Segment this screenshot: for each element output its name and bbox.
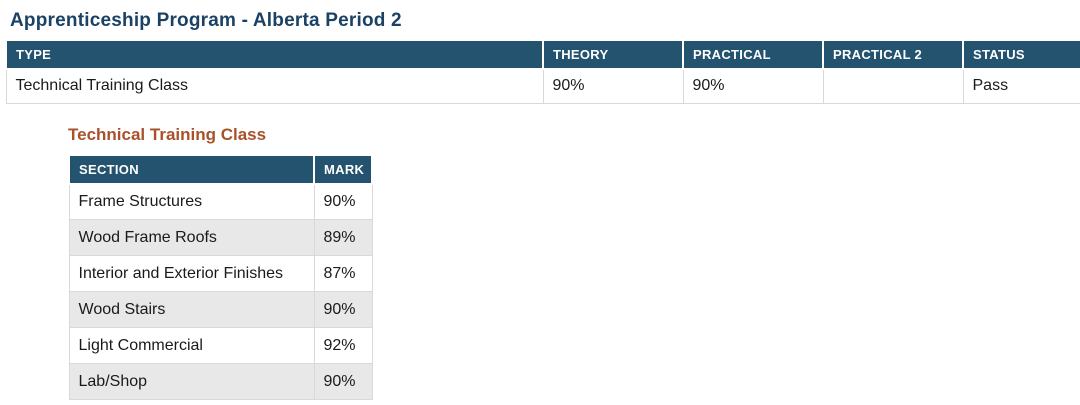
- table-row: Lab/Shop 90%: [68, 363, 373, 400]
- detail-cell-mark: 90%: [313, 363, 373, 400]
- summary-cell-status: Pass: [962, 68, 1080, 104]
- detail-col-section: SECTION: [68, 153, 315, 185]
- summary-cell-type: Technical Training Class: [5, 68, 544, 104]
- summary-table: TYPE THEORY PRACTICAL PRACTICAL 2 STATUS…: [5, 39, 1080, 104]
- summary-table-row: Technical Training Class 90% 90% Pass: [5, 68, 1080, 104]
- table-row: Frame Structures 90%: [68, 183, 373, 220]
- detail-cell-mark: 89%: [313, 219, 373, 256]
- page-title: Apprenticeship Program - Alberta Period …: [10, 10, 402, 31]
- table-row: Light Commercial 92%: [68, 327, 373, 364]
- detail-cell-mark: 87%: [313, 255, 373, 292]
- summary-col-status: STATUS: [962, 39, 1080, 70]
- detail-cell-mark: 92%: [313, 327, 373, 364]
- detail-col-mark: MARK: [313, 153, 373, 185]
- detail-cell-section: Wood Stairs: [68, 291, 315, 328]
- summary-col-practical: PRACTICAL: [682, 39, 824, 70]
- detail-cell-section: Lab/Shop: [68, 363, 315, 400]
- detail-cell-section: Light Commercial: [68, 327, 315, 364]
- detail-header-row: SECTION MARK: [68, 153, 373, 185]
- detail-cell-section: Frame Structures: [68, 183, 315, 220]
- detail-cell-mark: 90%: [313, 183, 373, 220]
- detail-cell-section: Wood Frame Roofs: [68, 219, 315, 256]
- summary-col-theory: THEORY: [542, 39, 684, 70]
- table-row: Wood Stairs 90%: [68, 291, 373, 328]
- summary-cell-practical2: [822, 68, 964, 104]
- table-row: Wood Frame Roofs 89%: [68, 219, 373, 256]
- summary-col-practical2: PRACTICAL 2: [822, 39, 964, 70]
- detail-cell-mark: 90%: [313, 291, 373, 328]
- section-title: Technical Training Class: [68, 124, 267, 144]
- summary-cell-practical: 90%: [682, 68, 824, 104]
- detail-table: SECTION MARK Frame Structures 90% Wood F…: [68, 153, 373, 400]
- detail-section: Technical Training Class SECTION MARK Fr…: [68, 124, 1080, 400]
- detail-cell-section: Interior and Exterior Finishes: [68, 255, 315, 292]
- summary-cell-theory: 90%: [542, 68, 684, 104]
- summary-col-type: TYPE: [5, 39, 544, 70]
- summary-header-row: TYPE THEORY PRACTICAL PRACTICAL 2 STATUS: [5, 39, 1080, 70]
- table-row: Interior and Exterior Finishes 87%: [68, 255, 373, 292]
